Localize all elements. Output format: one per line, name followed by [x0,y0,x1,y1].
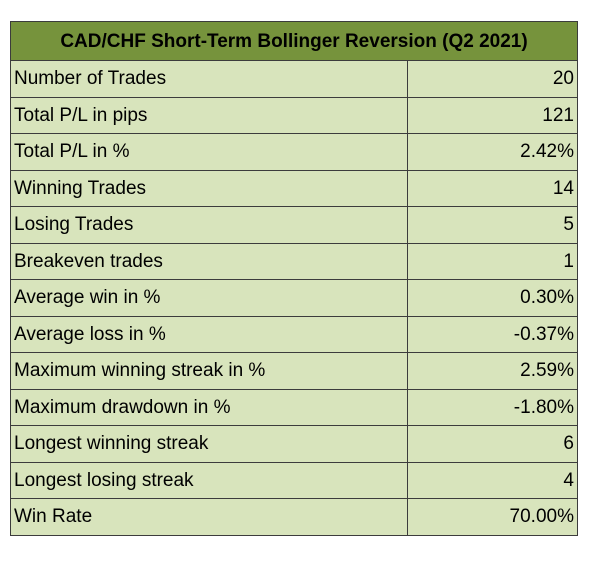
table-row: Maximum drawdown in % -1.80% [10,388,578,426]
row-value-winning-trades: 14 [407,169,578,207]
table-row: Losing Trades 5 [10,206,578,244]
row-label-total-pl-pips: Total P/L in pips [10,96,408,134]
row-value-average-win: 0.30% [407,279,578,317]
row-label-average-win: Average win in % [10,279,408,317]
table-row: Longest losing streak 4 [10,461,578,499]
row-value-number-of-trades: 20 [407,60,578,98]
row-value-max-winning-streak-percent: 2.59% [407,352,578,390]
table-title: CAD/CHF Short-Term Bollinger Reversion (… [10,21,578,61]
row-value-longest-winning-streak: 6 [407,425,578,463]
row-value-losing-trades: 5 [407,206,578,244]
table-row: Total P/L in pips 121 [10,96,578,134]
row-value-max-drawdown: -1.80% [407,388,578,426]
row-label-total-pl-percent: Total P/L in % [10,133,408,171]
table-header-row: CAD/CHF Short-Term Bollinger Reversion (… [10,21,578,61]
row-label-longest-losing-streak: Longest losing streak [10,461,408,499]
row-label-losing-trades: Losing Trades [10,206,408,244]
table-row: Number of Trades 20 [10,60,578,98]
table-row: Maximum winning streak in % 2.59% [10,352,578,390]
table-body: Number of Trades 20 Total P/L in pips 12… [10,60,578,536]
row-value-average-loss: -0.37% [407,315,578,353]
table-row: Total P/L in % 2.42% [10,133,578,171]
row-label-average-loss: Average loss in % [10,315,408,353]
trading-stats-table: CAD/CHF Short-Term Bollinger Reversion (… [10,21,578,536]
table-row: Winning Trades 14 [10,169,578,207]
row-label-max-winning-streak-percent: Maximum winning streak in % [10,352,408,390]
table-row: Longest winning streak 6 [10,425,578,463]
row-label-win-rate: Win Rate [10,498,408,536]
table-row: Average win in % 0.30% [10,279,578,317]
row-label-number-of-trades: Number of Trades [10,60,408,98]
row-label-breakeven-trades: Breakeven trades [10,242,408,280]
table-row: Win Rate 70.00% [10,498,578,536]
row-value-win-rate: 70.00% [407,498,578,536]
row-value-total-pl-pips: 121 [407,96,578,134]
row-value-breakeven-trades: 1 [407,242,578,280]
table-row: Average loss in % -0.37% [10,315,578,353]
row-value-total-pl-percent: 2.42% [407,133,578,171]
row-label-winning-trades: Winning Trades [10,169,408,207]
row-value-longest-losing-streak: 4 [407,461,578,499]
row-label-longest-winning-streak: Longest winning streak [10,425,408,463]
table-row: Breakeven trades 1 [10,242,578,280]
row-label-max-drawdown: Maximum drawdown in % [10,388,408,426]
